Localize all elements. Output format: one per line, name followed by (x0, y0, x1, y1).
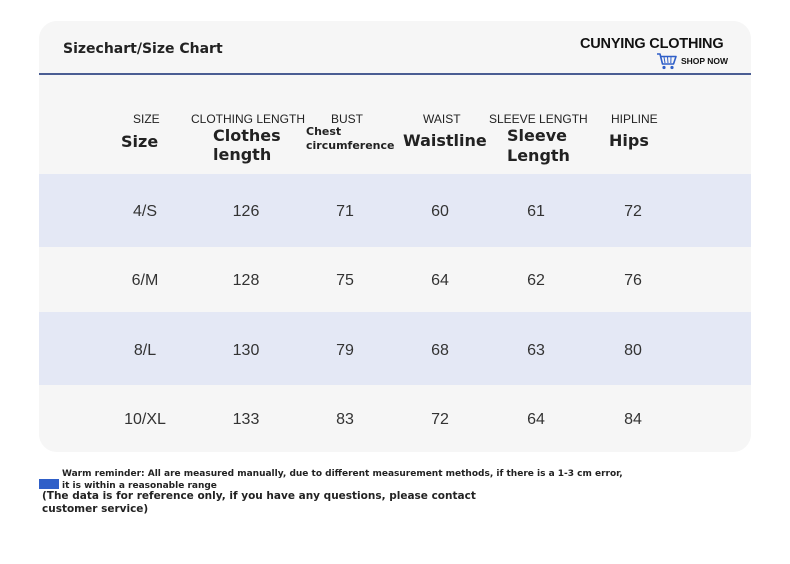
note-marker (39, 479, 59, 489)
cell-waist: 60 (431, 203, 449, 220)
col-sleeve-label-1: Sleeve (507, 126, 567, 145)
cell-sleeve: 62 (527, 272, 545, 289)
col-sleeve-en: SLEEVE LENGTH (489, 112, 588, 126)
cell-size: 10/XL (124, 411, 166, 428)
col-bust-label-2: circumference (306, 139, 395, 152)
card-header: Sizechart/Size Chart CUNYING CLOTHING SH… (39, 21, 751, 74)
reference-note-line-2: customer service) (42, 503, 149, 515)
cell-size: 8/L (133, 342, 157, 359)
col-length-label-2: length (213, 145, 272, 164)
cell-sleeve: 61 (527, 203, 545, 220)
cell-length: 126 (232, 203, 260, 220)
table-row: 10/XL 133 83 72 64 84 (39, 385, 751, 452)
col-sleeve-label-2: Length (507, 146, 570, 165)
cell-bust: 75 (336, 272, 354, 289)
cell-hips: 84 (624, 411, 642, 428)
warm-reminder-line-1: Warm reminder: All are measured manually… (62, 469, 623, 479)
size-chart-card: Sizechart/Size Chart CUNYING CLOTHING SH… (39, 21, 751, 452)
cell-hips: 76 (624, 272, 642, 289)
cell-hips: 80 (624, 342, 642, 359)
col-length-en: CLOTHING LENGTH (191, 112, 306, 126)
cell-length: 130 (232, 342, 260, 359)
cell-bust: 71 (336, 203, 354, 220)
shopping-cart-icon[interactable] (656, 52, 678, 70)
cell-sleeve: 63 (527, 342, 545, 359)
col-hips-label: Hips (609, 131, 649, 150)
cell-sleeve: 64 (527, 411, 545, 428)
col-hips-en: HIPLINE (611, 112, 658, 126)
shop-now-link[interactable]: SHOP NOW (681, 56, 729, 66)
table-row: 6/M 128 75 64 62 76 (39, 247, 751, 312)
reference-note-line-1: (The data is for reference only, if you … (42, 490, 476, 502)
col-length-label-1: Clothes (213, 126, 281, 145)
warm-reminder-line-2: it is within a reasonable range (62, 481, 217, 491)
cell-size: 6/M (131, 272, 159, 289)
col-bust-label-1: Chest (306, 125, 342, 138)
table-row: 8/L 130 79 68 63 80 (39, 312, 751, 385)
cell-length: 133 (232, 411, 260, 428)
col-size-en: SIZE (133, 112, 160, 126)
col-waist-label: Waistline (403, 131, 487, 150)
cell-waist: 68 (431, 342, 449, 359)
col-waist-en: WAIST (423, 112, 461, 126)
cell-size: 4/S (132, 203, 157, 220)
cell-bust: 79 (336, 342, 354, 359)
page-title: Sizechart/Size Chart (63, 41, 223, 57)
cell-hips: 72 (624, 203, 642, 220)
cell-length: 128 (232, 272, 260, 289)
header-divider (39, 73, 751, 75)
brand-name: CUNYING CLOTHING (580, 36, 724, 52)
table-row: 4/S 126 71 60 61 72 (39, 174, 751, 247)
cell-bust: 83 (336, 411, 354, 428)
cell-waist: 64 (431, 272, 449, 289)
col-size-label: Size (121, 132, 159, 151)
cell-waist: 72 (431, 411, 449, 428)
col-bust-en: BUST (331, 112, 364, 126)
